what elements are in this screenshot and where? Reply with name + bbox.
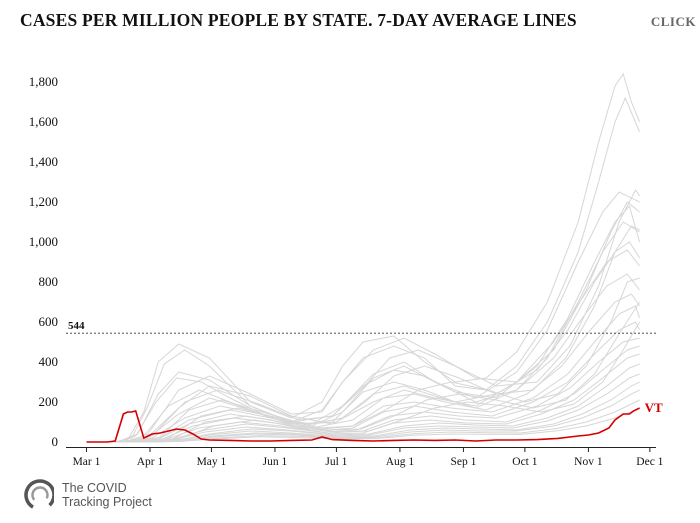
reference-label: 544 <box>68 320 85 332</box>
highlight-line-vt <box>86 407 640 443</box>
y-tick-label: 600 <box>39 314 59 329</box>
chart-title: CASES PER MILLION PEOPLE BY STATE. 7-DAY… <box>20 10 577 30</box>
chart: 0 200 400 600 800 1,000 1,200 1,400 1,600 1,800 M… <box>29 72 664 468</box>
y-tick-label: 400 <box>39 354 59 369</box>
x-tick-label: Nov 1 <box>574 456 603 468</box>
y-tick-label: 1,200 <box>29 194 58 209</box>
series-line-state-24 <box>86 277 640 443</box>
x-tick-label: Sep 1 <box>450 456 476 468</box>
series-line-state-5 <box>86 221 640 443</box>
y-tick-label: 1,600 <box>29 114 58 129</box>
click-button[interactable]: CLICK <box>650 14 696 29</box>
series-line-state-17 <box>86 381 640 443</box>
highlight-label-vt: VT <box>645 400 663 415</box>
series-line-state-23 <box>86 225 640 443</box>
y-tick-label: 200 <box>39 394 59 409</box>
x-tick-label: Jul 1 <box>325 456 347 468</box>
y-tick-label: 0 <box>52 434 59 449</box>
series-line-state-4 <box>86 204 641 443</box>
x-tick-label: Aug 1 <box>386 456 415 468</box>
series-line-state-22 <box>86 189 641 443</box>
y-tick-label: 1,000 <box>29 234 58 249</box>
series-line-state-7 <box>86 249 640 443</box>
x-tick-label: Oct 1 <box>512 456 537 468</box>
series-line-state-9 <box>86 293 641 443</box>
series-line-state-26 <box>86 321 641 443</box>
covid-tracking-logo-icon <box>24 479 54 511</box>
y-tick-label: 800 <box>39 274 59 289</box>
y-axis: 0 200 400 600 800 1,000 1,200 1,400 1,600 1,800 <box>29 74 58 449</box>
x-axis: Mar 1 Apr 1 May 1 Jun 1 Jul 1 Aug 1 Sep 1 Oct 1… <box>73 447 664 468</box>
series-line-state-6 <box>86 241 641 443</box>
series-line-state-10 <box>86 305 641 443</box>
reference-line-group: 544 <box>66 320 656 334</box>
series-line-state-1 <box>86 72 641 443</box>
series-line-state-3 <box>86 191 640 443</box>
x-tick-label: Dec 1 <box>636 456 663 468</box>
logo: The COVID Tracking Project <box>24 478 152 512</box>
series-line-state-11 <box>86 321 641 443</box>
series-line-state-2 <box>86 96 641 443</box>
logo-text-line2: Tracking Project <box>62 495 152 509</box>
y-tick-label: 1,400 <box>29 154 58 169</box>
x-tick-label: Jun 1 <box>263 456 288 468</box>
x-tick-label: Mar 1 <box>73 456 101 468</box>
y-tick-label: 1,800 <box>29 74 58 89</box>
state-lines <box>86 72 641 443</box>
x-tick-label: Apr 1 <box>137 456 164 468</box>
x-tick-label: May 1 <box>197 456 227 468</box>
series-line-state-25 <box>86 301 641 443</box>
logo-text-line1: The COVID <box>62 481 127 495</box>
series-line-state-21 <box>86 201 640 443</box>
